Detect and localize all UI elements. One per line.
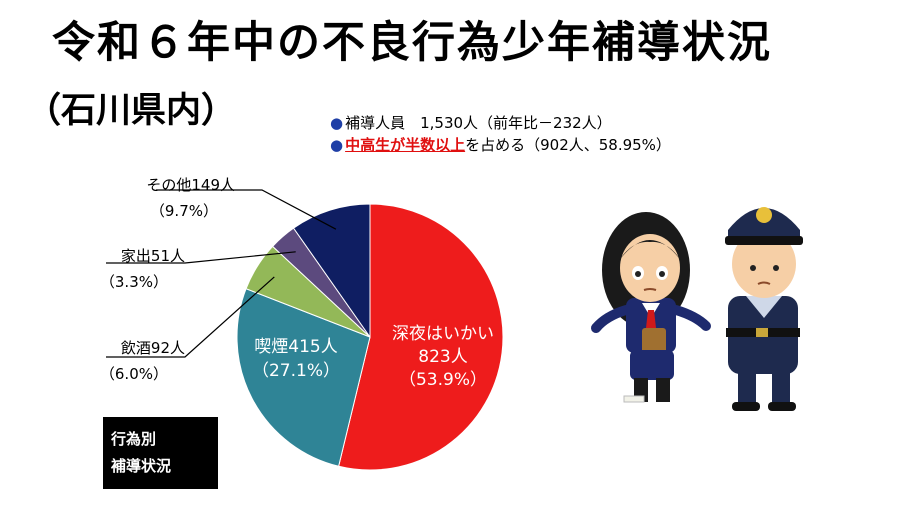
pie-slices [236, 203, 504, 471]
slice-label-0-1: 823人 [418, 347, 467, 367]
slice-label-0-2: （53.9%） [399, 370, 487, 390]
summary-block: ● 補導人員 1,530人（前年比－232人） ● 中高生が半数以上を占める（902… [330, 112, 671, 156]
category-box-line1: 行為別 [111, 430, 157, 448]
police-officer-icon [725, 207, 803, 411]
slice-label-3-0: 家出51人 [121, 247, 185, 265]
summary-highlight: 中高生が半数以上 [345, 136, 466, 154]
bullet-icon: ● [330, 114, 344, 132]
leader-line-3 [106, 251, 296, 264]
summary-total-text: 補導人員 1,530人（前年比－232人） [345, 114, 612, 132]
category-box-line2: 補導状況 [111, 457, 172, 475]
page-title: 令和６年中の不良行為少年補導状況 [52, 18, 772, 68]
summary-line-ratio: ● 中高生が半数以上を占める（902人、58.95%） [330, 134, 671, 156]
leader-line-4 [156, 189, 337, 230]
girl-and-police-officer-illustration [591, 207, 803, 411]
slice-label-2-0: 飲酒92人 [121, 339, 185, 357]
page-subtitle: （石川県内） [26, 91, 237, 131]
slice-label-1-0: 喫煙415人 [254, 337, 337, 357]
slice-label-4-1: （9.7%） [150, 202, 218, 220]
pie-slice-4 [292, 203, 371, 339]
leader-lines [106, 189, 337, 358]
slice-label-1-1: （27.1%） [252, 361, 340, 381]
pie-slice-1 [236, 288, 371, 467]
category-box: 行為別 補導状況 [103, 417, 218, 489]
summary-ratio-text: を占める（902人、58.95%） [465, 136, 671, 154]
leader-line-2 [106, 276, 275, 358]
slice-label-2-1: （6.0%） [100, 365, 168, 383]
pie-slice-0 [338, 203, 504, 471]
slice-label-3-1: （3.3%） [100, 273, 168, 291]
bullet-icon: ● [330, 136, 344, 154]
slice-labels: 深夜はいかい 823人 （53.9%） 喫煙415人 （27.1%） 飲酒92人 （6.0%… [100, 176, 494, 390]
girl-icon [591, 212, 711, 403]
summary-line-total: ● 補導人員 1,530人（前年比－232人） [330, 112, 671, 134]
slice-label-0-0: 深夜はいかい [392, 324, 494, 344]
slice-label-4-0: その他149人 [146, 176, 235, 194]
